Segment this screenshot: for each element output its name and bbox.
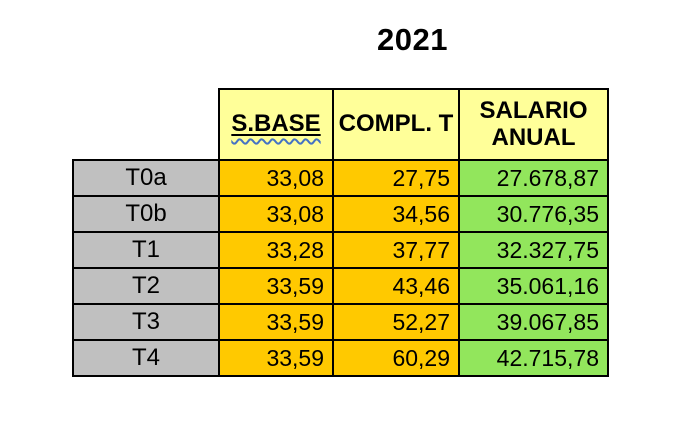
column-header-sbase-label: S.BASE (231, 110, 321, 138)
table-row: T2 33,59 43,46 35.061,16 (72, 267, 609, 305)
salario-anual-cell: 39.067,85 (458, 303, 609, 341)
table-row: T4 33,59 60,29 42.715,78 (72, 339, 609, 377)
compl-t-cell: 37,77 (332, 231, 460, 269)
row-label: T0b (72, 195, 220, 233)
table-row: T3 33,59 52,27 39.067,85 (72, 303, 609, 341)
sbase-cell: 33,28 (218, 231, 334, 269)
header-row: S.BASE COMPL. T SALARIO ANUAL (73, 88, 609, 161)
compl-t-cell: 27,75 (332, 159, 460, 197)
compl-t-cell: 43,46 (332, 267, 460, 305)
table-row: T0a 33,08 27,75 27.678,87 (72, 159, 609, 197)
salario-anual-cell: 27.678,87 (458, 159, 609, 197)
page-title: 2021 (377, 22, 448, 57)
blank-corner-cell (73, 89, 219, 160)
column-header-salario-anual: SALARIO ANUAL (458, 88, 609, 161)
compl-t-cell: 52,27 (332, 303, 460, 341)
table-row: T0b 33,08 34,56 30.776,35 (72, 195, 609, 233)
row-label: T1 (72, 231, 220, 269)
salario-anual-cell: 35.061,16 (458, 267, 609, 305)
sbase-cell: 33,08 (218, 195, 334, 233)
sbase-cell: 33,59 (218, 303, 334, 341)
compl-t-cell: 60,29 (332, 339, 460, 377)
row-label: T0a (72, 159, 220, 197)
row-label: T3 (72, 303, 220, 341)
salario-anual-cell: 30.776,35 (458, 195, 609, 233)
salario-anual-cell: 42.715,78 (458, 339, 609, 377)
sbase-cell: 33,08 (218, 159, 334, 197)
sbase-cell: 33,59 (218, 267, 334, 305)
compl-t-cell: 34,56 (332, 195, 460, 233)
column-header-compl-t: COMPL. T (332, 88, 460, 161)
table-row: T1 33,28 37,77 32.327,75 (72, 231, 609, 269)
spellcheck-squiggle: S.BASE (231, 110, 320, 137)
sbase-cell: 33,59 (218, 339, 334, 377)
salario-anual-cell: 32.327,75 (458, 231, 609, 269)
row-label: T2 (72, 267, 220, 305)
salary-table: S.BASE COMPL. T SALARIO ANUAL T0a 33,08 … (72, 88, 609, 377)
column-header-sbase: S.BASE (218, 88, 334, 161)
row-label: T4 (72, 339, 220, 377)
